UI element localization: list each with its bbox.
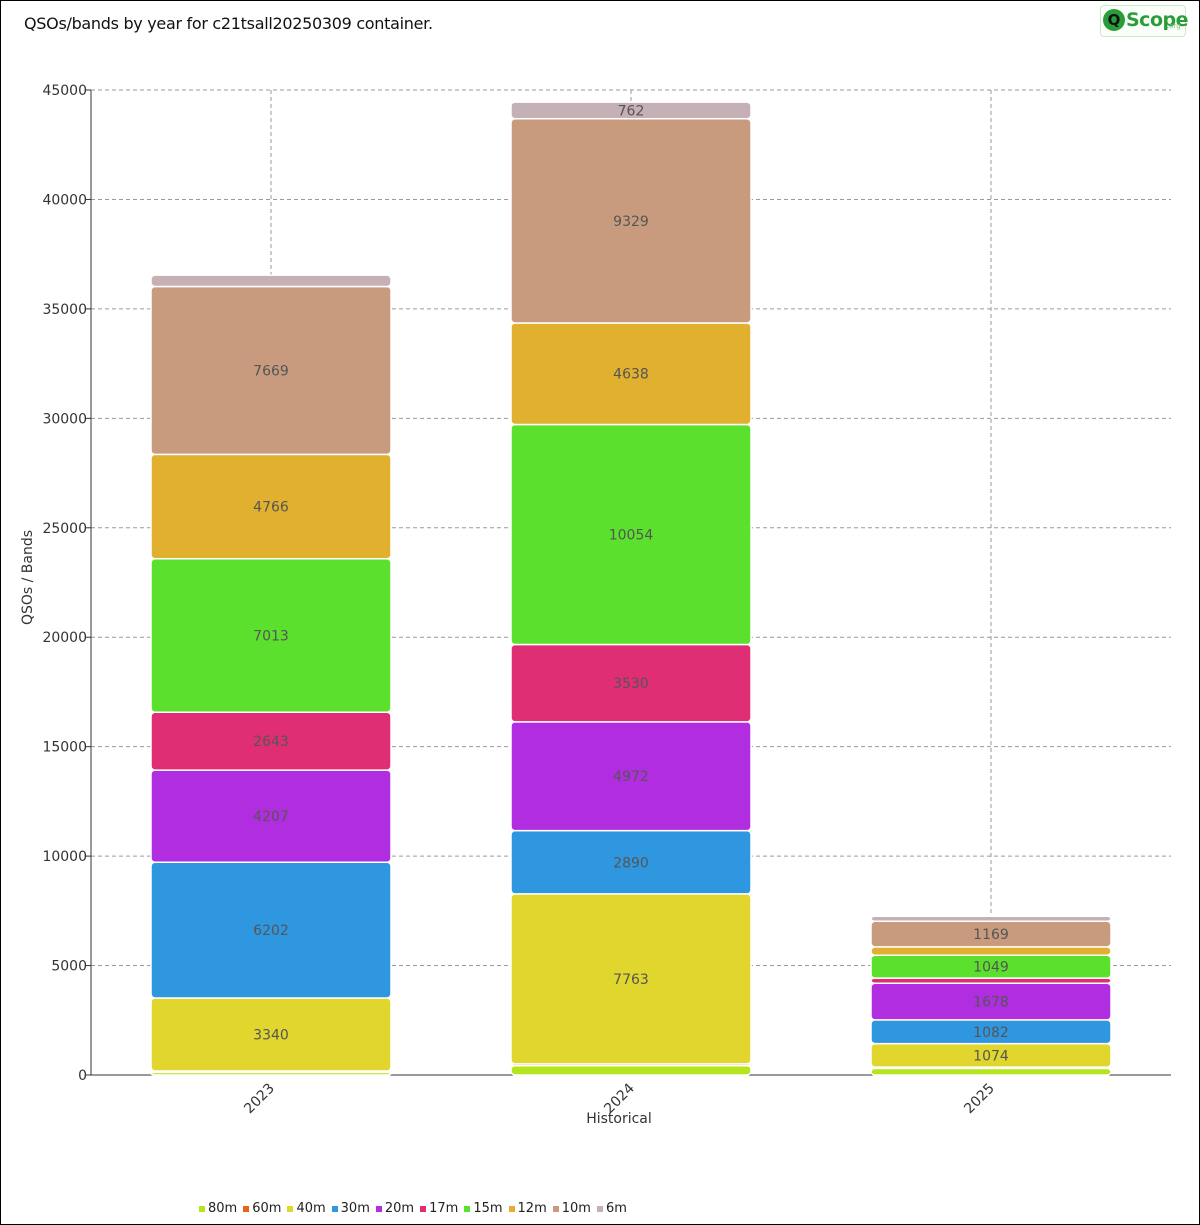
- data-label: 4972: [613, 769, 649, 785]
- legend-swatch: [552, 1205, 559, 1212]
- y-tick-label: 25000: [42, 521, 87, 537]
- bar-segment-6m: [150, 274, 392, 288]
- data-label: 4207: [253, 809, 289, 825]
- legend-swatch: [508, 1205, 515, 1212]
- legend-swatch: [375, 1205, 382, 1212]
- data-label: 6202: [253, 923, 289, 939]
- legend-swatch: [331, 1205, 338, 1212]
- y-tick-label: 30000: [42, 411, 87, 427]
- legend-swatch: [287, 1205, 294, 1212]
- legend-label: 10m: [561, 1201, 591, 1216]
- data-label: 7763: [613, 972, 649, 988]
- legend-item-12m: 12m: [508, 1201, 547, 1216]
- data-label: 7013: [253, 629, 289, 645]
- legend-item-10m: 10m: [552, 1201, 591, 1216]
- x-tick-label: 2023: [241, 1081, 278, 1118]
- legend-label: 30m: [340, 1201, 370, 1216]
- data-label: 7669: [253, 363, 289, 379]
- bar-segment-17m: [870, 977, 1112, 984]
- y-tick-label: 45000: [42, 83, 87, 99]
- y-tick-label: 15000: [42, 740, 87, 756]
- legend-item-15m: 15m: [464, 1201, 503, 1216]
- legend-item-20m: 20m: [375, 1201, 415, 1216]
- data-label: 1678: [973, 995, 1009, 1011]
- legend-label: 17m: [429, 1201, 459, 1216]
- logo-suffix: .org: [1167, 22, 1181, 30]
- data-label: 4766: [253, 500, 289, 516]
- y-tick-label: 5000: [51, 959, 87, 975]
- legend-label: 80m: [208, 1201, 238, 1216]
- data-label: 9329: [613, 214, 649, 230]
- chart-legend: 80m 60m 40m 30m 20m 17m 15m 12m 10m 6m: [199, 1201, 627, 1216]
- legend-item-40m: 40m: [287, 1201, 326, 1216]
- legend-label: 6m: [605, 1201, 627, 1216]
- data-label: 1049: [973, 960, 1009, 976]
- data-label: 1082: [973, 1025, 1009, 1041]
- x-tick-label: 2025: [961, 1081, 998, 1118]
- y-axis-label: QSOs / Bands: [20, 530, 36, 625]
- data-label: 4638: [613, 367, 649, 383]
- legend-label: 20m: [384, 1201, 415, 1216]
- legend-item-60m: 60m: [243, 1201, 281, 1216]
- bar-segment-80m: [870, 1067, 1112, 1076]
- y-tick-label: 0: [78, 1068, 87, 1084]
- bar-segment-12m: [870, 946, 1112, 956]
- y-tick-label: 10000: [42, 849, 87, 865]
- legend-swatch: [596, 1205, 603, 1212]
- legend-swatch: [199, 1205, 205, 1212]
- bar-segment-6m: [870, 915, 1112, 923]
- legend-swatch: [243, 1205, 250, 1212]
- magnifier-icon: Q: [1103, 9, 1125, 31]
- data-label: 2643: [253, 734, 289, 750]
- bar-segment-80m: [510, 1064, 752, 1076]
- legend-label: 40m: [296, 1201, 326, 1216]
- legend-item-17m: 17m: [420, 1201, 458, 1216]
- legend-swatch: [464, 1205, 471, 1212]
- data-label: 2890: [613, 855, 649, 871]
- x-axis-label: Historical: [586, 1111, 652, 1127]
- legend-label: 15m: [473, 1201, 503, 1216]
- legend-label: 60m: [252, 1201, 282, 1216]
- qscope-logo: Q Scope .org: [1100, 5, 1189, 37]
- bar-segment-6m: [510, 101, 752, 120]
- y-tick-label: 40000: [42, 192, 87, 208]
- data-label: 1169: [973, 927, 1009, 943]
- chart-title: QSOs/bands by year for c21tsall20250309 …: [24, 14, 433, 33]
- logo-text: Scope: [1126, 9, 1189, 31]
- data-label: 762: [618, 103, 645, 119]
- data-label: 1074: [973, 1048, 1009, 1064]
- y-tick-label: 20000: [42, 630, 87, 646]
- data-label: 10054: [609, 528, 654, 544]
- legend-item-30m: 30m: [331, 1201, 370, 1216]
- data-label: 3340: [253, 1028, 289, 1044]
- legend-item-80m: 80m: [199, 1201, 237, 1216]
- data-label: 3530: [613, 676, 649, 692]
- legend-item-6m: 6m: [596, 1201, 627, 1216]
- y-tick-label: 35000: [42, 302, 87, 318]
- legend-swatch: [420, 1205, 427, 1212]
- legend-label: 12m: [517, 1201, 547, 1216]
